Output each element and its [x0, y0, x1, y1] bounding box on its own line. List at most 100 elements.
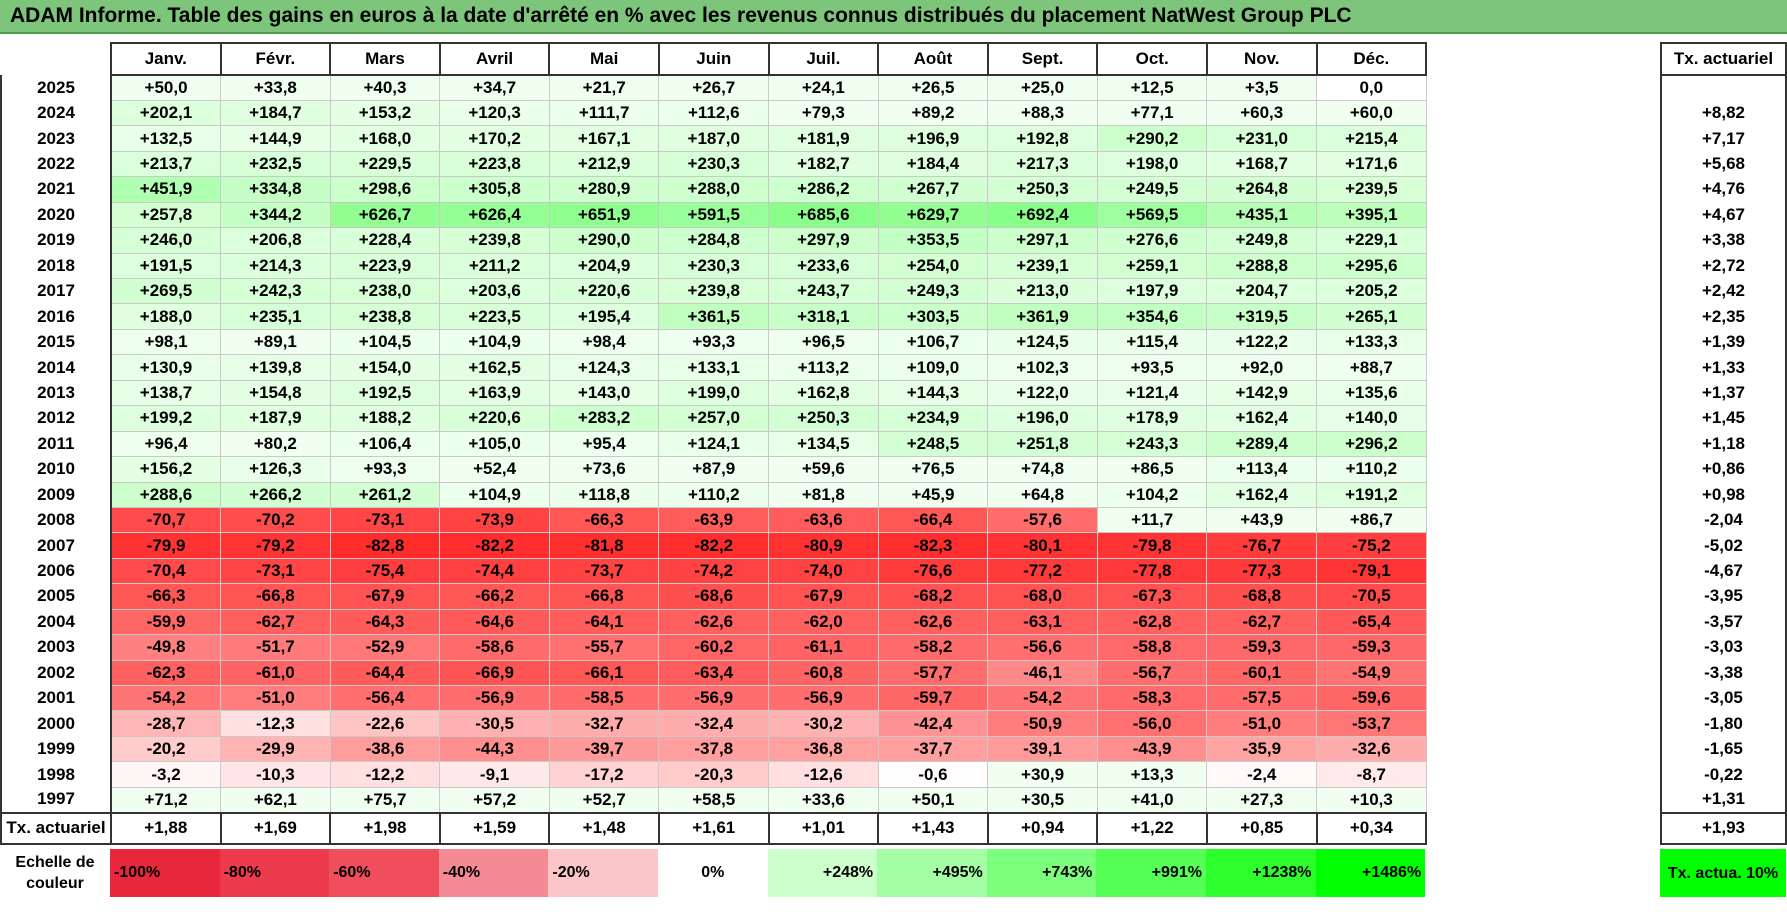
gain-cell: -57,7: [877, 659, 989, 687]
gain-cell: +124,1: [658, 430, 770, 458]
gain-cell: +257,8: [110, 201, 222, 229]
gain-cell: -54,2: [110, 684, 222, 712]
gain-cell: +144,3: [877, 379, 989, 407]
tx-cell: -3,05: [1660, 685, 1787, 711]
gain-cell: +234,9: [877, 405, 989, 432]
year-label: 2015: [0, 329, 112, 355]
year-label: 2000: [0, 710, 112, 737]
table-row: 2024 +202,1 +184,7 +153,2 +120,3 +111,7 +112,6…: [0, 99, 1427, 127]
gain-cell: +261,2: [329, 481, 441, 508]
gain-cell: 0,0: [1316, 74, 1427, 101]
gain-cell: -32,7: [548, 710, 660, 737]
gain-cell: +629,7: [877, 201, 989, 229]
tx-cell: +1,37: [1660, 380, 1787, 406]
gain-cell: -58,6: [439, 634, 550, 661]
gain-cell: -70,4: [110, 557, 222, 585]
gain-cell: +113,2: [768, 354, 879, 381]
table-row: 2008 -70,7 -70,2 -73,1 -73,9 -66,3 -63,9 -63,6-…: [0, 506, 1427, 534]
gain-cell: +132,5: [110, 125, 222, 152]
gain-cell: +196,9: [877, 125, 989, 152]
corner-cell: [1, 43, 111, 75]
gain-cell: -60,1: [1206, 659, 1318, 687]
gain-cell: +203,6: [439, 277, 550, 305]
table-row: 2007 -79,9 -79,2 -82,8 -82,2 -81,8 -82,2 -80,9-…: [0, 532, 1427, 559]
tx-cell: +5,68: [1660, 151, 1787, 177]
gain-cell: +199,0: [658, 379, 770, 407]
gain-cell: -70,7: [110, 506, 222, 534]
gain-cell: -66,2: [439, 583, 550, 610]
gain-cell: -61,0: [220, 659, 331, 687]
gain-cell: -59,3: [1206, 634, 1318, 661]
month-header: Oct.: [1096, 42, 1208, 76]
gain-cell: +233,6: [768, 252, 879, 280]
gain-cell: -65,4: [1316, 608, 1427, 636]
tx-cell: +4,76: [1660, 176, 1787, 203]
gain-cell: -62,7: [1206, 608, 1318, 636]
gain-cell: +77,1: [1096, 99, 1208, 127]
gain-cell: -68,6: [658, 583, 770, 610]
table-row: 2002 -62,3 -61,0 -64,4 -66,9 -66,1 -63,4 -60,8-…: [0, 659, 1427, 687]
gain-cell: +242,3: [220, 277, 331, 305]
gain-cell: +276,6: [1096, 227, 1208, 254]
gain-cell: +217,3: [987, 150, 1098, 178]
gain-cell: -56,7: [1096, 659, 1208, 687]
gain-cell: +254,0: [877, 252, 989, 280]
gain-cell: +239,8: [439, 227, 550, 254]
gain-cell: +205,2: [1316, 277, 1427, 305]
tx-cell: -5,02: [1660, 532, 1787, 559]
gain-cell: -55,7: [548, 634, 660, 661]
page-title: ADAM Informe. Table des gains en euros à…: [10, 4, 1352, 27]
gain-cell: +106,7: [877, 328, 989, 356]
gain-cell: +319,5: [1206, 303, 1318, 330]
month-header: Juin: [657, 42, 770, 76]
color-scale-swatch: -20%: [548, 849, 658, 897]
color-scale-legend: Echelle de couleur -100% -80% -60% -40% -20%…: [0, 849, 1426, 897]
month-header: Avril: [438, 42, 551, 76]
color-scale-swatch: +1486%: [1315, 849, 1426, 897]
gain-cell: -74,2: [658, 557, 770, 585]
month-header: Juil.: [767, 42, 880, 76]
gain-cell: +106,4: [329, 430, 441, 458]
gain-cell: +162,8: [768, 379, 879, 407]
gain-cell: -58,2: [877, 634, 989, 661]
tx-cell: -1,65: [1660, 736, 1787, 762]
month-header: Mai: [548, 42, 660, 76]
gain-cell: +118,8: [548, 481, 660, 508]
gain-cell: +168,0: [329, 125, 441, 152]
gain-cell: +192,5: [329, 379, 441, 407]
gain-cell: -59,3: [1316, 634, 1427, 661]
gain-cell: +204,9: [548, 252, 660, 280]
gain-cell: +133,1: [658, 354, 770, 381]
gain-cell: +130,9: [110, 354, 222, 381]
gain-cell: -28,7: [110, 710, 222, 737]
gain-cell: -30,2: [768, 710, 879, 737]
gain-cell: +290,2: [1096, 125, 1208, 152]
gain-cell: +10,3: [1316, 786, 1427, 814]
gain-cell: -59,9: [110, 608, 222, 636]
gain-cell: +202,1: [110, 99, 222, 127]
color-scale-swatch: +1238%: [1205, 849, 1316, 897]
gain-cell: +104,2: [1096, 481, 1208, 508]
gain-cell: +184,4: [877, 150, 989, 178]
gain-cell: -66,8: [548, 583, 660, 610]
tx-cell: +7,17: [1660, 125, 1787, 152]
year-label: 2009: [0, 482, 112, 508]
gain-cell: -57,6: [987, 506, 1098, 534]
gain-cell: +71,2: [110, 786, 222, 814]
gain-cell: +264,8: [1206, 176, 1318, 203]
gain-cell: +238,0: [329, 277, 441, 305]
gain-cell: +138,7: [110, 379, 222, 407]
tx-cell: -4,67: [1660, 558, 1787, 584]
tx-cell: -3,57: [1660, 609, 1787, 635]
gain-cell: -66,1: [548, 659, 660, 687]
table-row: 2012 +199,2 +187,9 +188,2 +220,6 +283,2 +257,0…: [0, 405, 1427, 432]
gain-cell: -60,8: [768, 659, 879, 687]
gain-cell: +238,8: [329, 303, 441, 330]
gain-cell: +280,9: [548, 176, 660, 203]
gain-cell: +685,6: [768, 201, 879, 229]
tx-cell: +8,82: [1660, 100, 1787, 126]
gain-cell: +213,0: [987, 277, 1098, 305]
gain-cell: +249,8: [1206, 227, 1318, 254]
gain-cell: -49,8: [110, 634, 222, 661]
gain-cell: +187,0: [658, 125, 770, 152]
